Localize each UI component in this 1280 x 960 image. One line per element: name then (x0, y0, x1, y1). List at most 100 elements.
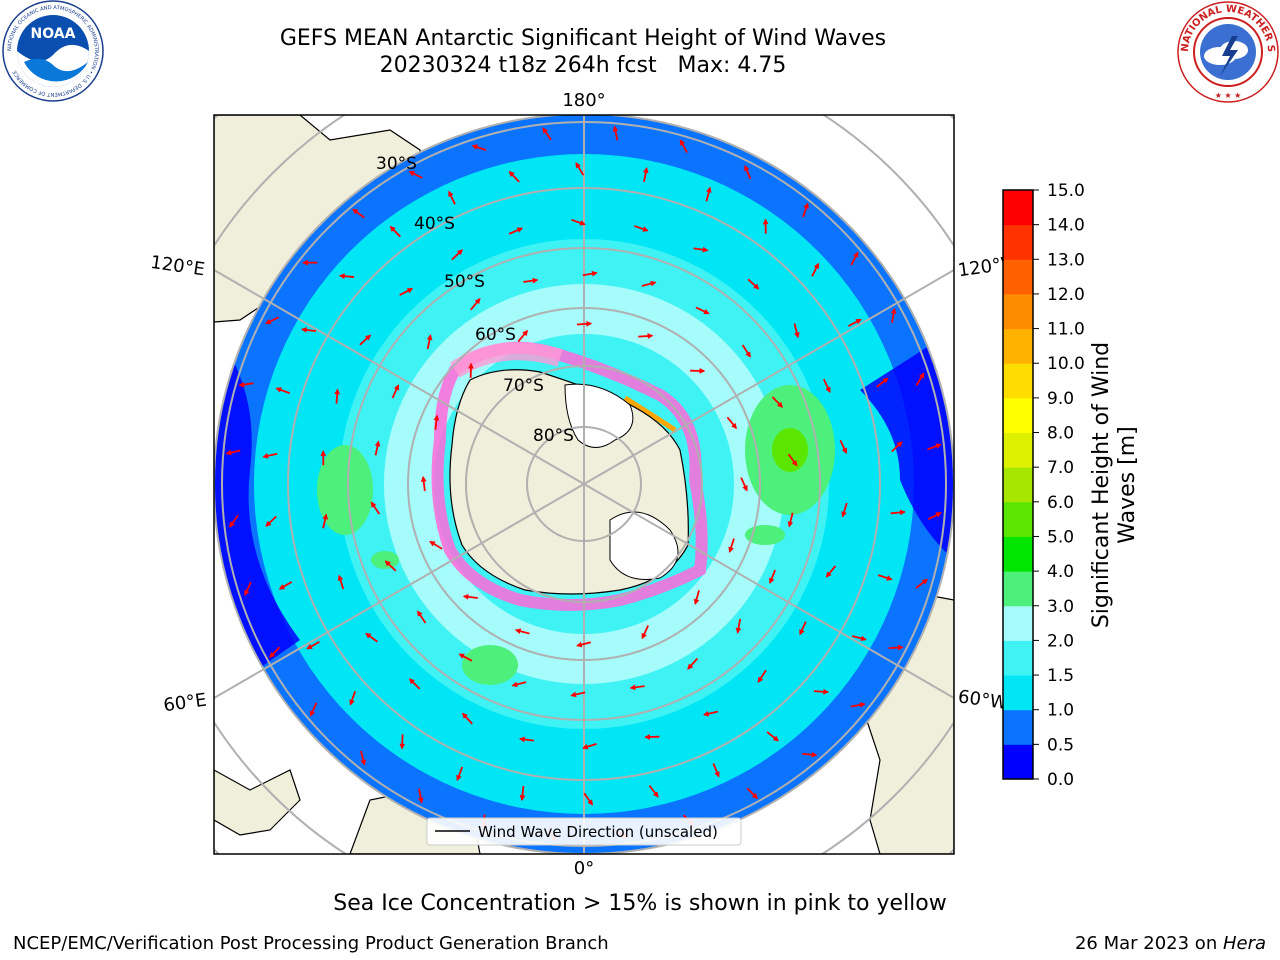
wind-arrow (337, 574, 345, 590)
lat-label-60s: 60°S (475, 325, 516, 345)
wind-arrow (511, 681, 527, 688)
wind-arrow (334, 388, 341, 404)
colorbar-ticks: 0.0 0.5 1.0 1.5 2.0 3.0 4.0 5.0 6.0 7.0 8.0 9.0 10.0… (1033, 181, 1085, 790)
wind-arrow (766, 731, 779, 742)
wind-arrow (309, 702, 318, 717)
colorbar-segment (1003, 293, 1033, 330)
wind-arrow (638, 333, 654, 339)
wind-arrow (433, 414, 440, 430)
wind-arrow (915, 372, 925, 386)
legend-label: Wind Wave Direction (unscaled) (478, 823, 718, 841)
colorbar-segment (1003, 501, 1033, 537)
wind-arrow (679, 139, 688, 154)
colorbar (1002, 189, 1034, 780)
colorbar-tick-label: 1.0 (1047, 701, 1074, 721)
wind-arrow (470, 298, 481, 311)
wind-arrow (927, 511, 942, 520)
lat-label-40s: 40°S (414, 214, 455, 234)
wind-arrow (741, 344, 751, 358)
wind-arrow (771, 396, 784, 408)
run-date-text: 26 Mar 2023 on (1074, 933, 1223, 954)
wind-arrow (225, 449, 241, 456)
wind-arrow (275, 387, 291, 394)
wind-arrow (576, 320, 593, 327)
colorbar-tick-label: 15.0 (1047, 181, 1085, 201)
wind-arrow (890, 509, 906, 516)
wind-arrow (841, 502, 848, 518)
map-legend: Wind Wave Direction (unscaled) (426, 817, 742, 846)
wind-arrow (451, 249, 463, 261)
map-frame-border (213, 114, 955, 855)
colorbar-label-line-2: Waves [m] (1115, 426, 1140, 544)
sea-ice-note: Sea Ice Concentration > 15% is shown in … (333, 891, 947, 916)
colorbar-tick-label: 8.0 (1047, 424, 1074, 444)
nws-logo: NATIONAL WEATHER SERVICE ★ ★ ★ (1176, 0, 1279, 103)
wind-arrow (726, 416, 737, 430)
wind-arrow (757, 669, 767, 683)
wind-arrow (850, 251, 859, 266)
wind-arrow (769, 569, 777, 584)
colorbar-tick-label: 1.5 (1047, 666, 1074, 686)
nws-stars-icon: ★ ★ ★ (1215, 91, 1242, 100)
wind-arrow (408, 170, 423, 179)
colorbar-segment (1003, 224, 1033, 260)
wind-arrow (747, 278, 760, 290)
wind-arrow (848, 318, 862, 327)
wind-arrow (582, 270, 598, 277)
wind-arrow (888, 644, 904, 651)
colorbar-label: Significant Height of Wind Waves [m] (1089, 342, 1141, 628)
wind-arrow (576, 641, 592, 648)
wind-arrow (458, 653, 473, 662)
wind-arrow (360, 750, 367, 766)
lat-label-30s: 30°S (376, 154, 417, 174)
wind-arrow (365, 632, 378, 643)
wind-arrow (518, 736, 535, 743)
colorbar-tick-label: 7.0 (1047, 458, 1074, 478)
colorbar-segment (1003, 605, 1033, 641)
lon-label-180: 180° (562, 90, 605, 111)
wind-arrow (570, 691, 586, 698)
wind-arrow (915, 578, 928, 589)
wind-arrow (811, 262, 820, 277)
wind-arrow (735, 618, 742, 634)
lon-label-60w: 60°W (957, 686, 1009, 714)
lat-label-80s: 80°S (533, 426, 574, 446)
wind-arrow (799, 621, 807, 636)
wind-arrow (461, 712, 473, 725)
wind-arrow (374, 440, 381, 456)
lon-label-60e: 60°E (162, 690, 208, 717)
wind-arrow (839, 439, 848, 454)
wind-arrow (322, 513, 329, 529)
wind-arrow (448, 190, 456, 205)
wind-arrow (746, 787, 758, 800)
meridians (214, 115, 954, 854)
colorbar-segment (1003, 709, 1033, 745)
colorbar-tick-label: 10.0 (1047, 354, 1085, 374)
wind-arrow (265, 316, 280, 325)
wind-arrow (850, 702, 866, 708)
wind-arrow (508, 227, 524, 235)
wind-arrow (542, 127, 552, 141)
wind-arrow (825, 565, 837, 578)
colorbar-tick-label: 11.0 (1047, 320, 1085, 340)
wind-arrow (575, 162, 585, 176)
wind-arrow (456, 766, 464, 782)
colorbar-segment (1003, 571, 1033, 607)
run-host: Hera (1222, 933, 1266, 954)
wind-arrow (420, 475, 427, 492)
wind-arrow (787, 512, 794, 528)
wind-arrow (744, 164, 752, 180)
wind-arrow (641, 625, 649, 640)
wind-arrow (338, 273, 355, 280)
wind-arrow (244, 581, 252, 596)
wind-arrow (802, 751, 818, 758)
sea-ice-edge (431, 341, 708, 611)
wind-arrow (399, 734, 406, 750)
wind-arrow (822, 378, 831, 393)
wind-arrow (306, 640, 320, 650)
wind-arrow (408, 678, 421, 690)
colorbar-segment (1003, 675, 1033, 711)
colorbar-tick-label: 3.0 (1047, 597, 1074, 617)
lat-label-70s: 70°S (503, 376, 544, 396)
